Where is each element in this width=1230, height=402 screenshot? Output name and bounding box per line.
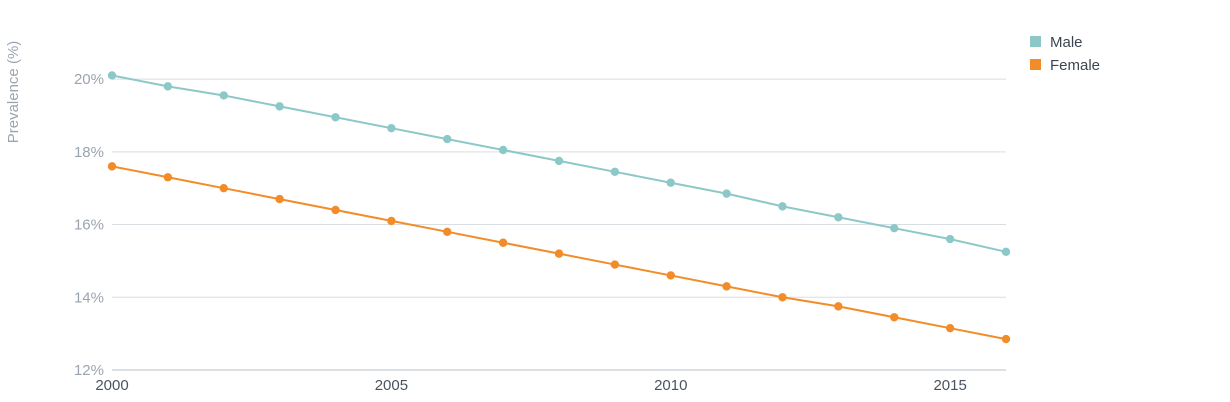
series-layer bbox=[107, 71, 1011, 344]
y-tick-label: 14% bbox=[74, 289, 104, 306]
data-point-male bbox=[554, 156, 564, 166]
data-point-male bbox=[778, 202, 787, 211]
data-point-male bbox=[498, 145, 508, 155]
data-point-male bbox=[945, 234, 955, 244]
data-point-female bbox=[945, 323, 955, 333]
data-point-female bbox=[666, 271, 675, 280]
data-point-male bbox=[107, 71, 117, 80]
data-point-female bbox=[834, 302, 843, 311]
data-point-female bbox=[1001, 334, 1011, 344]
data-point-female bbox=[387, 216, 396, 226]
legend-label-male: Male bbox=[1050, 34, 1083, 51]
data-point-female bbox=[778, 293, 787, 302]
data-point-female bbox=[275, 194, 284, 204]
data-point-female bbox=[163, 173, 173, 182]
data-point-male bbox=[610, 167, 620, 177]
data-point-female bbox=[107, 162, 117, 171]
data-point-male bbox=[331, 113, 340, 122]
x-tick-label: 2010 bbox=[654, 377, 687, 394]
data-point-female bbox=[890, 313, 899, 322]
y-tick-label: 16% bbox=[74, 217, 104, 234]
data-point-male bbox=[387, 123, 396, 133]
data-point-female bbox=[554, 249, 564, 258]
grid-layer bbox=[112, 78, 1006, 371]
data-point-male bbox=[722, 189, 731, 198]
y-tick-label: 12% bbox=[74, 362, 104, 379]
data-point-male bbox=[666, 178, 675, 187]
data-point-male bbox=[275, 102, 284, 111]
data-point-female bbox=[331, 205, 340, 215]
legend-swatch-male bbox=[1030, 36, 1041, 47]
legend: Male Female bbox=[1030, 34, 1100, 74]
legend-swatch-female bbox=[1030, 59, 1041, 70]
data-point-female bbox=[443, 227, 452, 237]
data-point-male bbox=[834, 213, 843, 222]
y-tick-label: 18% bbox=[74, 144, 104, 161]
legend-label-female: Female bbox=[1050, 57, 1100, 74]
x-tick-label: 2015 bbox=[933, 377, 966, 394]
data-point-female bbox=[498, 238, 508, 247]
y-axis-label: Prevalence (%) bbox=[5, 41, 22, 144]
data-point-male bbox=[443, 134, 452, 144]
data-point-female bbox=[722, 282, 731, 291]
data-point-male bbox=[890, 223, 899, 233]
series-female bbox=[107, 162, 1011, 344]
data-point-male bbox=[219, 91, 228, 100]
y-tick-label: 20% bbox=[74, 71, 104, 88]
x-tick-label: 2000 bbox=[95, 377, 128, 394]
x-tick-label: 2005 bbox=[375, 377, 408, 394]
series-male bbox=[107, 71, 1011, 257]
data-point-female bbox=[219, 183, 228, 193]
data-point-male bbox=[163, 82, 173, 91]
data-point-male bbox=[1001, 247, 1011, 257]
data-point-female bbox=[610, 260, 620, 269]
axis-layer: 12% 14% 16% 18% 20% 2000 2005 2010 2015 bbox=[74, 71, 967, 394]
